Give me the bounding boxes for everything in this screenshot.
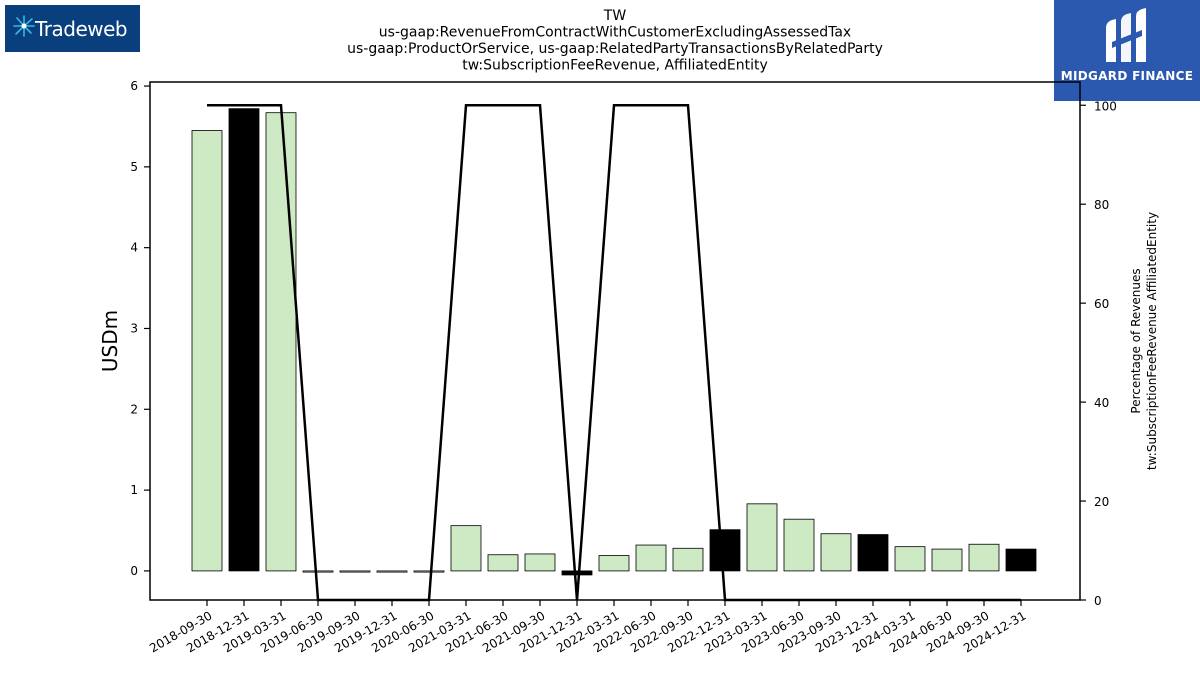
- y2-tick-label: 0: [1094, 594, 1102, 608]
- bar: [413, 570, 445, 573]
- y-tick-label: 1: [130, 483, 138, 497]
- bar: [561, 570, 593, 576]
- y-tick-label: 4: [130, 241, 138, 255]
- bar: [598, 555, 630, 572]
- bar: [302, 570, 334, 573]
- y-tick-label: 5: [130, 160, 138, 174]
- bar: [228, 108, 260, 572]
- y-tick-label: 0: [130, 564, 138, 578]
- y-tick-label: 6: [130, 79, 138, 93]
- bar: [265, 112, 297, 572]
- y2-tick-label: 20: [1094, 495, 1109, 509]
- starburst-icon: [13, 15, 35, 37]
- y-tick-label: 2: [130, 402, 138, 416]
- bar: [709, 529, 741, 572]
- bar: [524, 553, 556, 572]
- bar: [191, 130, 223, 572]
- tradeweb-logo: Tradeweb: [5, 5, 140, 52]
- line-path: [207, 104, 1021, 602]
- bar: [746, 503, 778, 572]
- chart-title-line: tw:SubscriptionFeeRevenue, AffiliatedEnt…: [462, 58, 768, 74]
- y2-tick-label: 100: [1094, 99, 1117, 113]
- bar: [450, 525, 482, 572]
- line-series: [206, 104, 1022, 602]
- bar: [857, 534, 889, 572]
- bar: [931, 548, 963, 572]
- y2-axis-label-line: tw:SubscriptionFeeRevenue AffiliatedEnti…: [1145, 212, 1159, 470]
- y2-tick-label: 60: [1094, 297, 1109, 311]
- bar: [487, 554, 519, 572]
- bar: [1005, 548, 1037, 572]
- y2-tick-label: 40: [1094, 396, 1109, 410]
- chart-title-line: us-gaap:RevenueFromContractWithCustomerE…: [379, 25, 851, 41]
- tradeweb-logo-text: Tradeweb: [35, 17, 128, 41]
- chart-title-line: TW: [603, 8, 627, 24]
- y-axis-label: USDm: [98, 310, 122, 372]
- bar: [376, 570, 408, 573]
- y2-axis-label-line: Percentage of Revenues: [1129, 268, 1143, 413]
- chart-title: TWus-gaap:RevenueFromContractWithCustome…: [347, 8, 883, 74]
- midgard-mark-icon: [1106, 8, 1146, 62]
- midgard-finance-logo: MIDGARD FINANCE: [1054, 0, 1200, 101]
- chart-title-line: us-gaap:ProductOrService, us-gaap:Relate…: [347, 41, 883, 57]
- bar: [820, 533, 852, 572]
- midgard-logo-text: MIDGARD FINANCE: [1060, 69, 1194, 83]
- y2-tick-label: 80: [1094, 198, 1109, 212]
- bar-series: [191, 108, 1037, 576]
- bar: [968, 543, 1000, 572]
- bar: [635, 544, 667, 572]
- y2-axis-label: Percentage of Revenues tw:SubscriptionFee…: [1129, 212, 1159, 470]
- bar: [783, 518, 815, 572]
- x-axis: 2018-09-302018-12-312019-03-312019-06-30…: [147, 600, 1029, 655]
- bar: [894, 546, 926, 572]
- bar: [339, 570, 371, 573]
- y-axis-right: 0 20 40 60 80 100: [1080, 99, 1117, 608]
- y-axis-left: 0 1 2 3 4 5 6: [130, 79, 150, 578]
- plot-frame: [149, 81, 1081, 601]
- y-tick-label: 3: [130, 321, 138, 335]
- bar: [672, 547, 704, 572]
